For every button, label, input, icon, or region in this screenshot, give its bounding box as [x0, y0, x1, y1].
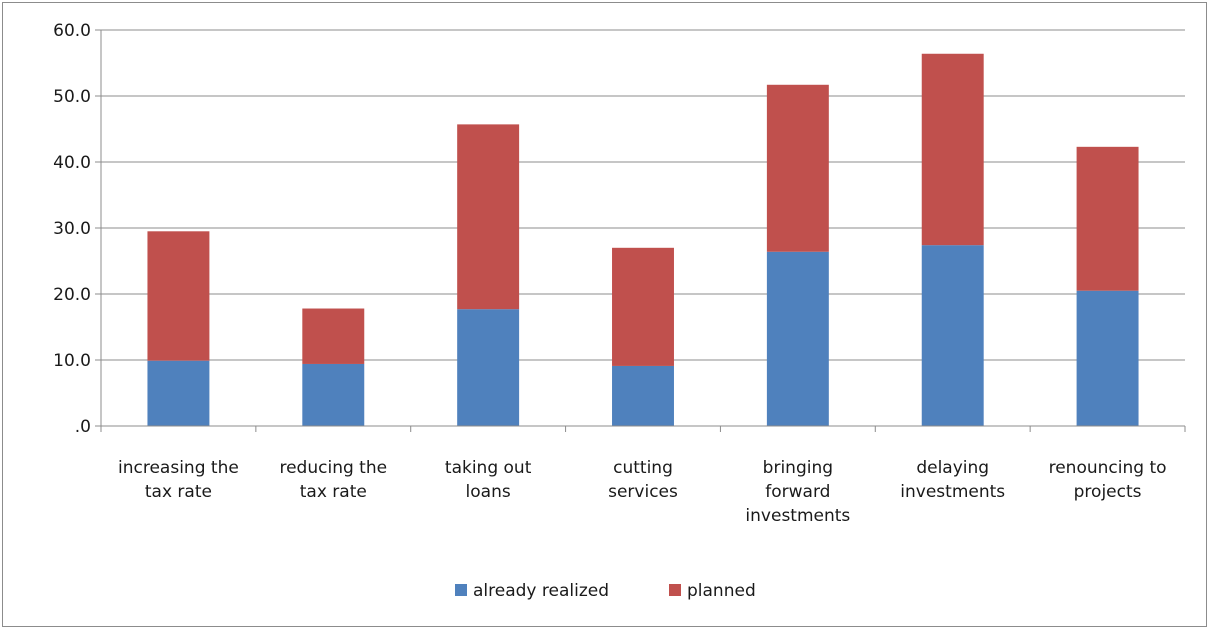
- bar-planned: [612, 247, 674, 366]
- bar-already-realized: [302, 363, 365, 426]
- bar-planned: [147, 231, 210, 361]
- legend-label: already realized: [473, 581, 609, 601]
- y-tick-label: .0: [75, 417, 91, 437]
- category-label: increasing the tax rate: [118, 458, 239, 502]
- bar-planned: [766, 84, 829, 252]
- category-label: cutting services: [608, 458, 678, 502]
- category-label: bringing forward investments: [745, 458, 850, 526]
- bars: [147, 53, 1139, 426]
- category-label: renouncing to projects: [1049, 458, 1167, 502]
- bar-planned: [457, 124, 520, 310]
- category-label: taking out loans: [445, 458, 532, 502]
- bar-planned: [1076, 146, 1139, 291]
- bar-planned: [302, 308, 365, 364]
- y-tick-label: 10.0: [53, 351, 91, 371]
- legend-swatch: [669, 584, 681, 596]
- axes: [95, 29, 1186, 432]
- y-tick-labels: .0 10.0 20.0 30.0 40.0 50.0 60.0: [53, 21, 91, 437]
- legend: already realized planned: [455, 581, 756, 601]
- stacked-bar-chart: .0 10.0 20.0 30.0 40.0 50.0 60.0 increasing th…: [53, 21, 1186, 601]
- bar-already-realized: [1076, 290, 1139, 426]
- gridlines: [101, 29, 1185, 361]
- legend-label: planned: [687, 581, 756, 601]
- y-tick-label: 60.0: [53, 21, 91, 41]
- category-label: reducing the tax rate: [279, 458, 387, 502]
- category-label: delaying investments: [900, 458, 1005, 502]
- bar-already-realized: [457, 309, 520, 426]
- bar-already-realized: [921, 245, 984, 426]
- y-tick-label: 40.0: [53, 153, 91, 173]
- y-tick-label: 20.0: [53, 285, 91, 305]
- y-tick-label: 50.0: [53, 87, 91, 107]
- y-tick-label: 30.0: [53, 219, 91, 239]
- legend-swatch: [455, 584, 467, 596]
- bar-already-realized: [147, 360, 210, 426]
- bar-planned: [921, 53, 984, 246]
- bar-already-realized: [612, 365, 674, 426]
- bar-already-realized: [766, 251, 829, 426]
- category-labels: increasing the tax rate reducing the tax ra…: [118, 458, 1166, 526]
